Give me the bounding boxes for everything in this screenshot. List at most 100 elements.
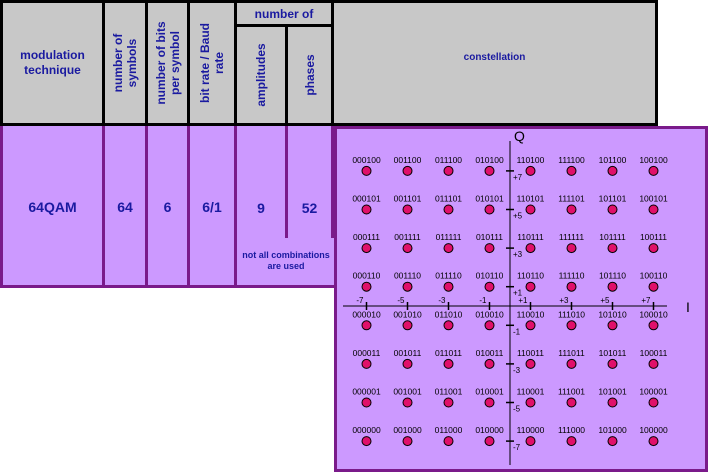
constellation-point <box>402 243 413 254</box>
y-tick-label: +1 <box>513 289 523 298</box>
constellation-code-label: 011111 <box>436 232 462 242</box>
constellation-code-label: 001001 <box>393 387 422 397</box>
header-number-of-symbols: number of symbols <box>105 3 148 123</box>
constellation-point <box>484 320 495 331</box>
header-modulation-technique-text: modulation technique <box>20 48 85 77</box>
constellation-code-label: 110000 <box>517 425 545 435</box>
constellation-point <box>361 320 372 331</box>
constellation-code-label: 101010 <box>598 309 627 319</box>
constellation-point <box>402 358 413 369</box>
x-tick-label: +1 <box>518 296 528 305</box>
constellation-point <box>484 281 495 292</box>
constellation-code-label: 010000 <box>475 425 504 435</box>
constellation-point <box>566 436 577 447</box>
constellation-point <box>648 165 659 176</box>
constellation-point <box>402 436 413 447</box>
constellation-code-label: 010110 <box>476 271 504 281</box>
constellation-point <box>484 436 495 447</box>
constellation-code-label: 100000 <box>639 425 668 435</box>
constellation-point <box>566 397 577 408</box>
constellation-code-label: 101000 <box>598 425 627 435</box>
constellation-code-label: 111001 <box>558 387 585 397</box>
constellation-point <box>566 165 577 176</box>
y-tick-label: -1 <box>513 327 521 336</box>
combinations-note: not all combinations are used <box>242 250 330 271</box>
x-tick-label: -5 <box>397 296 405 305</box>
constellation-code-label: 001110 <box>394 271 421 281</box>
constellation-code-label: 011101 <box>435 194 462 204</box>
data-row-background <box>0 126 334 288</box>
constellation-code-label: 101110 <box>599 271 626 281</box>
constellation-point <box>484 204 495 215</box>
constellation-code-label: 000110 <box>353 271 381 281</box>
header-bits-per-symbol-text: number of bits per symbol <box>153 21 182 105</box>
constellation-point <box>402 281 413 292</box>
constellation-code-label: 000000 <box>352 425 381 435</box>
constellation-code-label: 000100 <box>352 155 381 165</box>
header-phases: phases <box>288 27 334 123</box>
cell-rate: 6/1 <box>190 126 237 288</box>
header-row-background <box>0 0 658 126</box>
header-bits-per-symbol: number of bits per symbol <box>148 3 190 123</box>
cell-technique: 64QAM <box>3 126 105 288</box>
constellation-code-label: 110001 <box>517 387 545 397</box>
constellation-code-label: 001101 <box>394 194 422 204</box>
constellation-code-label: 111011 <box>558 348 585 358</box>
constellation-point <box>443 243 454 254</box>
constellation-code-label: 000001 <box>352 387 381 397</box>
constellation-point <box>525 243 536 254</box>
header-constellation: constellation <box>334 3 655 123</box>
y-tick-label: -7 <box>513 443 521 452</box>
constellation-code-label: 011010 <box>435 309 463 319</box>
header-phases-text: phases <box>302 54 317 96</box>
constellation-code-label: 110111 <box>517 232 544 242</box>
constellation-code-label: 110101 <box>517 194 545 204</box>
header-bit-baud-rate: bit rate / Baud rate <box>190 3 237 123</box>
cell-amplitudes: 9 <box>237 126 288 238</box>
constellation-code-label: 001100 <box>394 155 422 165</box>
constellation-code-label: 010010 <box>475 309 504 319</box>
cell-bits-text: 6 <box>163 199 172 215</box>
header-number-of-symbols-text: number of symbols <box>111 33 139 93</box>
constellation-code-label: 100101 <box>639 194 668 204</box>
constellation-point <box>525 204 536 215</box>
constellation-point <box>361 436 372 447</box>
q-axis-label: Q <box>514 129 525 144</box>
constellation-point <box>443 436 454 447</box>
constellation-code-label: 100001 <box>639 387 668 397</box>
constellation-code-label: 010100 <box>475 155 504 165</box>
constellation-code-label: 101001 <box>598 387 627 397</box>
constellation-point <box>607 281 618 292</box>
constellation-point <box>443 397 454 408</box>
constellation-code-label: 101011 <box>599 348 627 358</box>
constellation-code-label: 010011 <box>476 348 504 358</box>
constellation-point <box>361 397 372 408</box>
constellation-point <box>525 281 536 292</box>
constellation-code-label: 001111 <box>394 232 421 242</box>
cell-technique-text: 64QAM <box>28 199 77 215</box>
constellation-code-label: 100010 <box>639 309 668 319</box>
constellation-point <box>607 243 618 254</box>
constellation-code-label: 101101 <box>599 194 627 204</box>
constellation-code-label: 110010 <box>517 309 545 319</box>
cell-phases-text: 52 <box>301 200 318 216</box>
constellation-code-label: 111000 <box>558 425 585 435</box>
constellation-point <box>443 204 454 215</box>
constellation-code-label: 000111 <box>353 232 380 242</box>
constellation-point <box>525 320 536 331</box>
x-tick-label: +7 <box>641 296 651 305</box>
cell-amplitudes-text: 9 <box>257 200 265 216</box>
constellation-code-label: 010001 <box>475 387 504 397</box>
constellation-panel: Q I -7 -5 -3 -1 +1 +3 +5 +7 +7 +5 +3 +1 -1 -3 -5 -7 000100… <box>334 126 708 472</box>
constellation-code-label: 111101 <box>558 194 585 204</box>
constellation-point <box>607 165 618 176</box>
constellation-point <box>607 320 618 331</box>
header-bit-baud-rate-text: bit rate / Baud rate <box>198 23 226 104</box>
constellation-code-label: 001000 <box>393 425 422 435</box>
constellation-point <box>484 243 495 254</box>
constellation-point <box>566 243 577 254</box>
constellation-code-label: 110100 <box>517 155 545 165</box>
header-amplitudes: amplitudes <box>237 27 288 123</box>
constellation-code-label: 110011 <box>517 348 544 358</box>
constellation-code-label: 100100 <box>639 155 668 165</box>
